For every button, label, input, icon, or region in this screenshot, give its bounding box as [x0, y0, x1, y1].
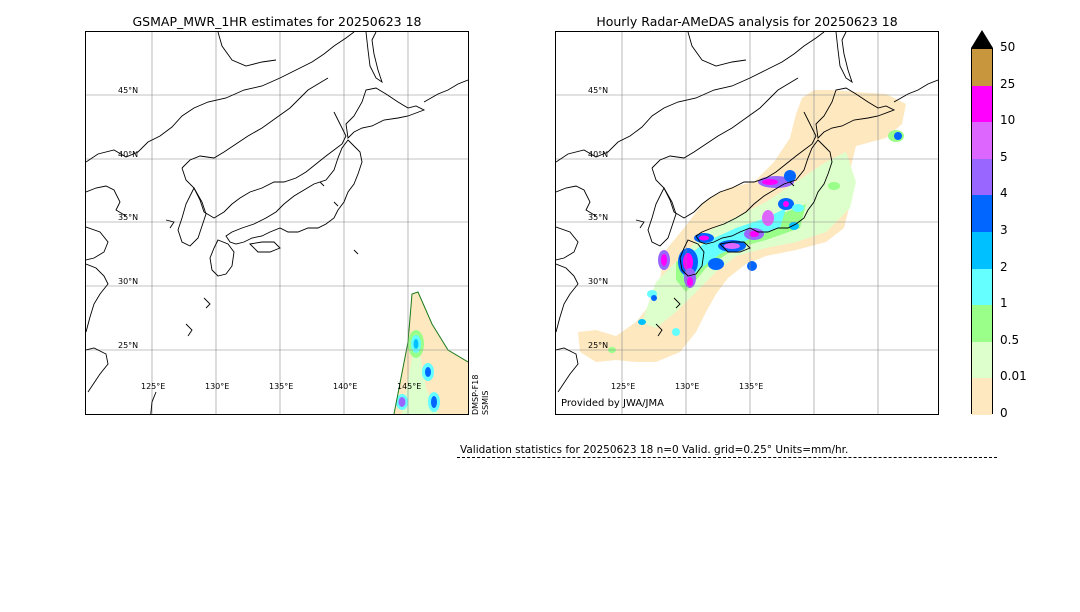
left-lon-label: 140°E: [333, 382, 358, 391]
colorbar-segment: [972, 195, 992, 233]
right-map-title: Hourly Radar-AMeDAS analysis for 2025062…: [596, 14, 898, 29]
validation-underline: [457, 457, 997, 458]
colorbar-segment: [972, 378, 992, 416]
colorbar: [971, 48, 993, 416]
left-map-panel: [85, 31, 469, 415]
left-lat-label: 40°N: [118, 150, 139, 159]
left-lat-label: 25°N: [118, 341, 139, 350]
left-map-canvas: [86, 32, 468, 414]
colorbar-segment: [972, 305, 992, 343]
colorbar-label: 10: [1000, 113, 1016, 128]
right-map-canvas: [556, 32, 938, 414]
colorbar-segment: [972, 49, 992, 87]
colorbar-label: 0.01: [1000, 369, 1027, 384]
colorbar-label: 2: [1000, 259, 1008, 274]
right-gridlines: [556, 32, 938, 414]
left-lat-label: 45°N: [118, 86, 139, 95]
colorbar-segment: [972, 341, 992, 379]
left-coastlines: [86, 32, 468, 414]
colorbar-label: 0.5: [1000, 332, 1020, 347]
right-lat-label: 35°N: [588, 213, 609, 222]
colorbar-label: 3: [1000, 223, 1008, 237]
left-gridlines: [86, 32, 468, 414]
left-lat-label: 35°N: [118, 213, 139, 222]
colorbar-segment: [972, 158, 992, 196]
left-lon-label: 145°E: [397, 382, 422, 391]
colorbar-segment: [972, 85, 992, 123]
left-lat-label: 30°N: [118, 277, 139, 286]
left-lon-label: 135°E: [269, 382, 294, 391]
left-precip-swath: [393, 291, 468, 414]
right-lat-label: 30°N: [588, 277, 609, 286]
right-lon-label: 135°E: [739, 382, 764, 391]
right-lat-label: 25°N: [588, 341, 609, 350]
right-map-panel: [555, 31, 939, 415]
right-coastlines: [556, 32, 938, 393]
colorbar-label: 0: [1000, 406, 1008, 420]
colorbar-label: 4: [1000, 186, 1008, 201]
colorbar-label: 25: [1000, 76, 1016, 91]
left-lon-label: 125°E: [141, 382, 166, 391]
right-lon-label: 130°E: [675, 382, 700, 391]
radar-precip-field: [578, 90, 906, 362]
colorbar-label: 1: [1000, 296, 1008, 311]
data-credit: Provided by JWA/JMA: [561, 398, 664, 409]
left-lon-label: 130°E: [205, 382, 230, 391]
colorbar-extend-arrow: [971, 30, 993, 48]
colorbar-segment: [972, 268, 992, 306]
sensor-label: SSMIS: [481, 390, 490, 416]
right-lon-label: 125°E: [611, 382, 636, 391]
right-lat-label: 45°N: [588, 86, 609, 95]
validation-statistics: Validation statistics for 20250623 18 n=…: [460, 444, 849, 456]
colorbar-segment: [972, 232, 992, 270]
right-lat-label: 40°N: [588, 150, 609, 159]
sensor-label: DMSP-F18: [471, 374, 480, 415]
left-map-title: GSMAP_MWR_1HR estimates for 20250623 18: [132, 14, 422, 29]
colorbar-segment: [972, 122, 992, 160]
colorbar-label: 5: [1000, 149, 1008, 164]
colorbar-label: 50: [1000, 40, 1016, 54]
